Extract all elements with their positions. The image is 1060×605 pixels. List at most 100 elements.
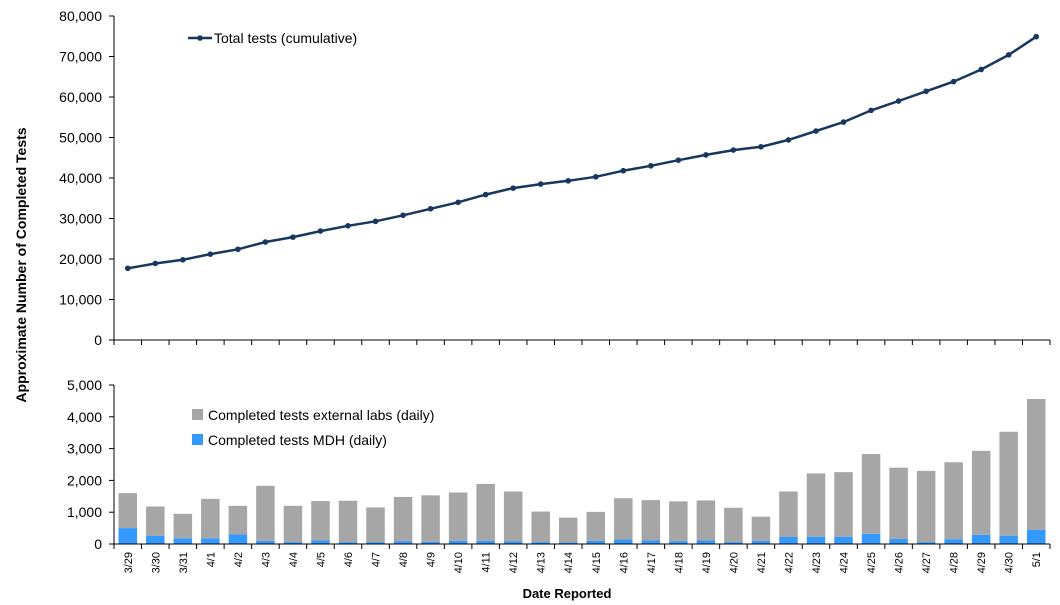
x-tick-label: 4/8: [398, 552, 410, 567]
bar-mdh: [366, 542, 385, 544]
bar-external-labs: [779, 491, 798, 538]
bar-mdh: [228, 534, 248, 544]
bar-external-labs: [724, 507, 743, 543]
legend-label-mdh: Completed tests MDH (daily): [208, 432, 387, 448]
data-point-total-tests: [180, 257, 186, 263]
bottom-panel: 0 1,000 2,000 3,000 4,000 5,000 3/29 3/30 3/31 4/…: [67, 377, 1051, 573]
top-y-tick-label: 40,000: [59, 170, 102, 186]
x-tick-label: 4/16: [618, 552, 630, 573]
bar-external-labs: [861, 454, 881, 534]
bar-external-labs: [256, 485, 275, 541]
bar-mdh: [834, 536, 853, 544]
x-tick-label: 3/29: [123, 552, 135, 573]
bar-external-labs: [586, 511, 606, 541]
bar-external-labs: [889, 467, 908, 539]
bar-external-labs: [366, 507, 385, 543]
data-point-total-tests: [895, 98, 902, 104]
x-tick-label: 3/31: [178, 552, 190, 573]
bottom-y-tick-label: 0: [94, 536, 102, 552]
bar-external-labs: [614, 498, 633, 540]
bar-external-labs: [421, 495, 440, 542]
data-point-total-tests: [868, 107, 874, 114]
bar-mdh: [779, 537, 798, 544]
top-y-tick-label: 50,000: [59, 130, 102, 146]
bar-external-labs: [228, 505, 248, 535]
data-point-total-tests: [400, 212, 406, 219]
x-tick-label: 4/4: [288, 552, 300, 567]
bar-external-labs: [944, 462, 963, 540]
top-y-tick-label: 60,000: [59, 89, 102, 105]
data-point-total-tests: [703, 152, 709, 158]
top-y-tick-label: 80,000: [59, 8, 102, 24]
bar-mdh: [861, 533, 881, 544]
bar-mdh: [256, 540, 275, 544]
data-point-total-tests: [482, 191, 489, 198]
bar-mdh: [614, 539, 633, 544]
data-point-total-tests: [565, 178, 572, 184]
x-tick-label: 4/6: [343, 552, 355, 567]
bar-external-labs: [393, 496, 413, 542]
data-point-total-tests: [950, 78, 957, 85]
bottom-y-tick-label: 3,000: [67, 441, 102, 457]
bar-mdh: [724, 542, 743, 544]
bar-mdh: [806, 536, 826, 544]
bar-mdh: [146, 535, 165, 544]
bottom-y-tick-label: 1,000: [67, 504, 102, 520]
bar-mdh: [311, 540, 330, 544]
x-tick-label: 4/27: [921, 552, 933, 573]
legend-label-external-labs: Completed tests external labs (daily): [208, 407, 434, 423]
bar-external-labs: [118, 493, 138, 529]
x-tick-label: 4/21: [756, 552, 768, 573]
bar-mdh: [889, 538, 908, 544]
bar-external-labs: [283, 505, 303, 543]
bar-mdh: [916, 542, 936, 544]
bar-mdh: [476, 540, 495, 544]
bar-mdh: [944, 539, 963, 544]
x-tick-label: 4/1: [205, 552, 217, 567]
x-tick-label: 4/23: [811, 552, 823, 573]
data-point-total-tests: [730, 147, 737, 153]
bottom-y-tick-label: 2,000: [67, 472, 102, 488]
bar-mdh: [971, 534, 991, 544]
x-tick-label: 4/11: [481, 552, 493, 573]
bar-external-labs: [146, 506, 165, 536]
data-point-total-tests: [345, 222, 351, 229]
y-axis-label: Approximate Number of Completed Tests: [13, 127, 29, 402]
bar-mdh: [751, 540, 771, 544]
bar-mdh: [283, 542, 303, 544]
bar-mdh: [531, 542, 550, 544]
x-tick-label: 4/30: [1004, 552, 1016, 573]
bar-external-labs: [669, 501, 688, 542]
x-tick-label: 4/19: [701, 552, 713, 573]
x-tick-label: 4/29: [976, 552, 988, 573]
bar-mdh: [118, 528, 138, 544]
data-point-total-tests: [978, 66, 984, 73]
bar-mdh: [641, 540, 661, 544]
data-point-total-tests: [785, 137, 792, 143]
bar-mdh: [586, 540, 606, 544]
x-axis-label: Date Reported: [523, 586, 612, 601]
x-tick-label: 4/15: [591, 552, 603, 573]
top-y-tick-label: 0: [94, 332, 102, 348]
x-tick-label: 4/17: [646, 552, 658, 573]
bar-mdh: [173, 538, 193, 544]
x-tick-label: 3/30: [150, 552, 162, 573]
data-point-total-tests: [592, 173, 599, 180]
x-tick-label: 4/20: [728, 552, 740, 573]
bar-mdh: [503, 541, 523, 544]
legend-swatch-mdh: [192, 434, 203, 445]
legend-marker: [197, 35, 203, 41]
bottom-legend: Completed tests external labs (daily) Com…: [183, 400, 478, 452]
bar-mdh: [999, 535, 1018, 544]
series-line-total-tests: [127, 35, 1037, 270]
bar-external-labs: [531, 511, 550, 543]
x-tick-label: 4/18: [673, 552, 685, 573]
x-tick-label: 4/2: [233, 552, 245, 567]
bar-external-labs: [476, 483, 495, 541]
x-tick-label: 4/9: [426, 552, 438, 567]
data-point-total-tests: [317, 228, 324, 234]
bar-external-labs: [558, 517, 578, 543]
bar-external-labs: [806, 473, 826, 537]
bar-mdh: [558, 542, 578, 544]
x-tick-label: 4/26: [894, 552, 906, 573]
